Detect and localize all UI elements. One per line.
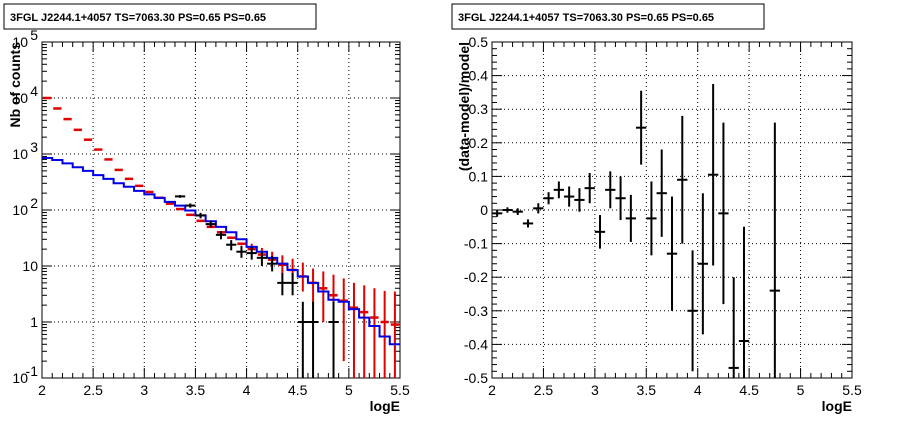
x-tick-label: 5.5: [390, 382, 410, 398]
data-points: [174, 195, 339, 378]
chart-title: 3FGL J2244.1+4057 TS=7063.30 PS=0.65 PS=…: [458, 12, 714, 24]
y-tick-label: -0.2: [464, 269, 488, 285]
x-tick-label: 2.5: [534, 382, 554, 398]
x-tick-label: 3.5: [637, 382, 657, 398]
y-tick-label: -0.3: [464, 303, 488, 319]
x-axis-title: logE: [370, 398, 400, 414]
x-tick-label: 4: [694, 382, 702, 398]
x-tick-label: 5: [797, 382, 805, 398]
residuals-panel: 3FGL J2244.1+4057 TS=7063.30 PS=0.65 PS=…: [451, 3, 862, 414]
y-axis-title: Nb of counts: [7, 42, 23, 128]
y-tick-label: -0.1: [464, 236, 488, 252]
chart-title: 3FGL J2244.1+4057 TS=7063.30 PS=0.65 PS=…: [10, 12, 266, 24]
y-minor-ticks: [41, 42, 401, 378]
model-total-errorbars: [250, 243, 396, 378]
x-tick-label: 3.5: [186, 382, 206, 398]
y-tick-exponent: 3: [30, 139, 38, 155]
y-tick-label: 10: [12, 90, 28, 106]
y-tick-label: 10: [12, 370, 28, 386]
y-tick-exponent: -1: [26, 363, 39, 379]
x-tick-label: 3: [140, 382, 148, 398]
y-tick-exponent: 5: [30, 27, 38, 43]
y-tick-label: 0: [480, 202, 488, 218]
y-tick-label: 0.2: [469, 135, 489, 151]
chart-title-box: [3, 3, 317, 30]
x-tick-label: 3: [591, 382, 599, 398]
y-tick-label: 0.5: [469, 34, 489, 50]
x-tick-label: 5: [345, 382, 353, 398]
y-tick-label: 0.4: [469, 68, 489, 84]
model-source-step-line: [42, 156, 400, 346]
ticks: [491, 41, 853, 379]
x-tick-label: 4.5: [288, 382, 308, 398]
y-tick-label: -0.4: [464, 336, 488, 352]
residual-points: [492, 84, 780, 378]
x-tick-label: 4.5: [739, 382, 759, 398]
y-tick-label: 10: [12, 34, 28, 50]
spectrum-panel: 3FGL J2244.1+4057 TS=7063.30 PS=0.65 PS=…: [3, 3, 410, 414]
y-axis-title: (data-model)/model: [456, 42, 472, 171]
y-tick-label: 0.1: [469, 168, 489, 184]
y-tick-label: -0.5: [464, 370, 488, 386]
x-axis-title: logE: [822, 398, 852, 414]
plot-frame: [41, 41, 401, 379]
y-tick-label: 0.3: [469, 101, 489, 117]
x-tick-label: 5.5: [842, 382, 862, 398]
chart-title-box: [451, 3, 765, 30]
x-tick-label: 2: [38, 382, 46, 398]
y-tick-exponent: 4: [30, 83, 38, 99]
y-tick-label: 10: [22, 258, 38, 274]
y-tick-label: 10: [12, 146, 28, 162]
y-tick-exponent: 2: [30, 195, 38, 211]
x-tick-label: 4: [243, 382, 251, 398]
y-tick-label: 1: [30, 314, 38, 330]
x-tick-label: 2: [488, 382, 496, 398]
x-tick-label: 2.5: [83, 382, 103, 398]
y-tick-label: 10: [12, 202, 28, 218]
